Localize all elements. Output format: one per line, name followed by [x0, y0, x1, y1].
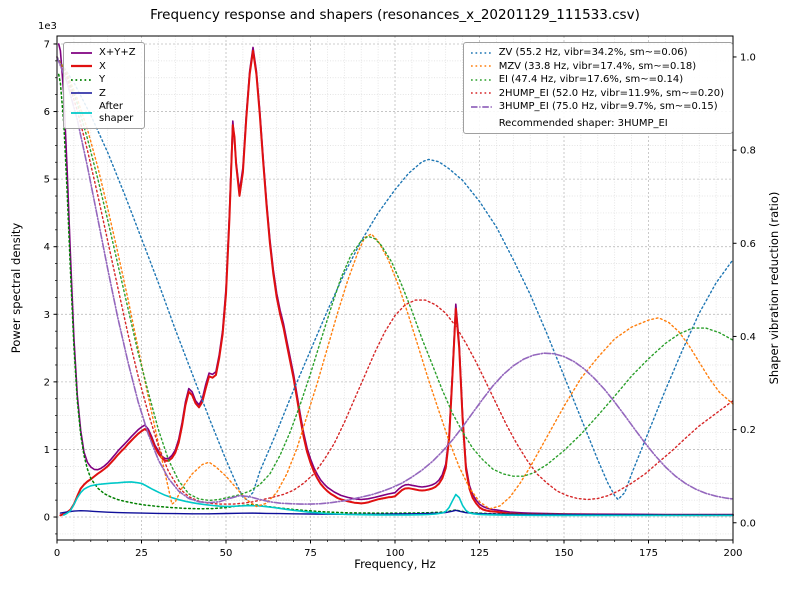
y-axis-label-left: Power spectral density [9, 222, 23, 354]
series-ei-line [56, 56, 734, 502]
x-tick-label: 0 [54, 548, 60, 559]
legend-sample-ei [470, 78, 492, 81]
y-right-tick-label: 0.2 [740, 425, 756, 436]
legend-sample-x-plus-y-plus-z [71, 51, 92, 54]
x-tick-label: 25 [135, 548, 148, 559]
y-left-tick-label: 2 [44, 377, 50, 388]
legend-item-3hump-ei: 3HUMP_EI (75.0 Hz, vibr=9.7%, sm~=0.15) [470, 101, 724, 113]
legend-sample-after-shaper [71, 111, 92, 114]
y-left-tick-label: 7 [44, 39, 50, 50]
x-tick-label: 75 [304, 548, 317, 559]
legend-label-after-shaper: After shaper [99, 101, 134, 124]
legend-psd: X+Y+Z X Y Z After shaper [63, 42, 145, 129]
x-tick-label: 100 [385, 548, 404, 559]
series-x-line [59, 49, 734, 517]
series-zv-line [56, 56, 734, 501]
legend-label-x: X [99, 60, 106, 72]
legend-label-z: Z [99, 87, 106, 99]
legend-sample-y [71, 78, 92, 81]
legend-sample-z [71, 92, 92, 95]
legend-item-x: X [70, 61, 136, 73]
chart-title: Frequency response and shapers (resonanc… [150, 7, 640, 23]
y-left-tick-label: 4 [44, 242, 50, 253]
y-right-tick-label: 0.4 [740, 332, 756, 343]
legend-sample-mzv [470, 65, 492, 68]
legend-sample-zv [470, 51, 492, 54]
x-tick-label: 175 [639, 548, 658, 559]
legend-label-y: Y [99, 74, 106, 85]
x-tick-label: 150 [554, 548, 573, 559]
y-left-offset-label: 1e3 [38, 21, 57, 32]
y-axis-label-right: Shaper vibration reduction (ratio) [767, 191, 781, 385]
y-left-tick-label: 1 [44, 445, 50, 456]
y-right-tick-label: 0.6 [740, 239, 756, 250]
legend-item-z: Z [70, 88, 136, 100]
y-left-tick-label: 3 [44, 310, 50, 321]
legend-label-ei: EI (47.4 Hz, vibr=17.6%, sm~=0.14) [498, 74, 684, 85]
legend-sample-2hump-ei [470, 92, 492, 95]
y-left-tick-label: 0 [44, 513, 50, 524]
x-tick-label: 50 [220, 548, 233, 559]
legend-label-zv: ZV (55.2 Hz, vibr=34.2%, sm~=0.06) [498, 47, 688, 58]
y-right-tick-label: 1.0 [740, 52, 756, 63]
recommended-shaper-text: Recommended shaper: 3HUMP_EI [498, 117, 668, 129]
legend-item-mzv: MZV (33.8 Hz, vibr=17.4%, sm~=0.18) [470, 61, 724, 73]
y-left-tick-label: 5 [44, 175, 50, 186]
x-tick-label: 200 [723, 548, 742, 559]
legend-item-y: Y [70, 74, 136, 86]
y-right-tick-label: 0.8 [740, 146, 756, 157]
series-2hump-ei-line [56, 56, 734, 505]
legend-label-x-plus-y-plus-z: X+Y+Z [99, 47, 136, 58]
legend-item-x-plus-y-plus-z: X+Y+Z [70, 47, 136, 59]
legend-sample-x [71, 65, 92, 68]
legend-label-mzv: MZV (33.8 Hz, vibr=17.4%, sm~=0.18) [498, 60, 697, 72]
x-tick-label: 125 [470, 548, 489, 559]
legend-shapers: ZV (55.2 Hz, vibr=34.2%, sm~=0.06) MZV (3… [462, 42, 733, 134]
legend-item-zv: ZV (55.2 Hz, vibr=34.2%, sm~=0.06) [470, 47, 724, 59]
series-3hump-ei-line [56, 56, 734, 505]
legend-sample-3hump-ei [470, 105, 492, 108]
legend-label-3hump-ei: 3HUMP_EI (75.0 Hz, vibr=9.7%, sm~=0.15) [498, 101, 718, 112]
y-left-tick-label: 6 [44, 107, 50, 118]
legend-label-2hump-ei: 2HUMP_EI (52.0 Hz, vibr=11.9%, sm~=0.20) [498, 87, 724, 99]
y-right-tick-label: 0.0 [740, 518, 756, 529]
x-axis-label: Frequency, Hz [354, 557, 436, 571]
legend-item-after-shaper: After shaper [70, 101, 136, 124]
legend-item-2hump-ei: 2HUMP_EI (52.0 Hz, vibr=11.9%, sm~=0.20) [470, 88, 724, 100]
legend-item-ei: EI (47.4 Hz, vibr=17.6%, sm~=0.14) [470, 74, 724, 86]
series-after-shaper-line [63, 481, 734, 517]
